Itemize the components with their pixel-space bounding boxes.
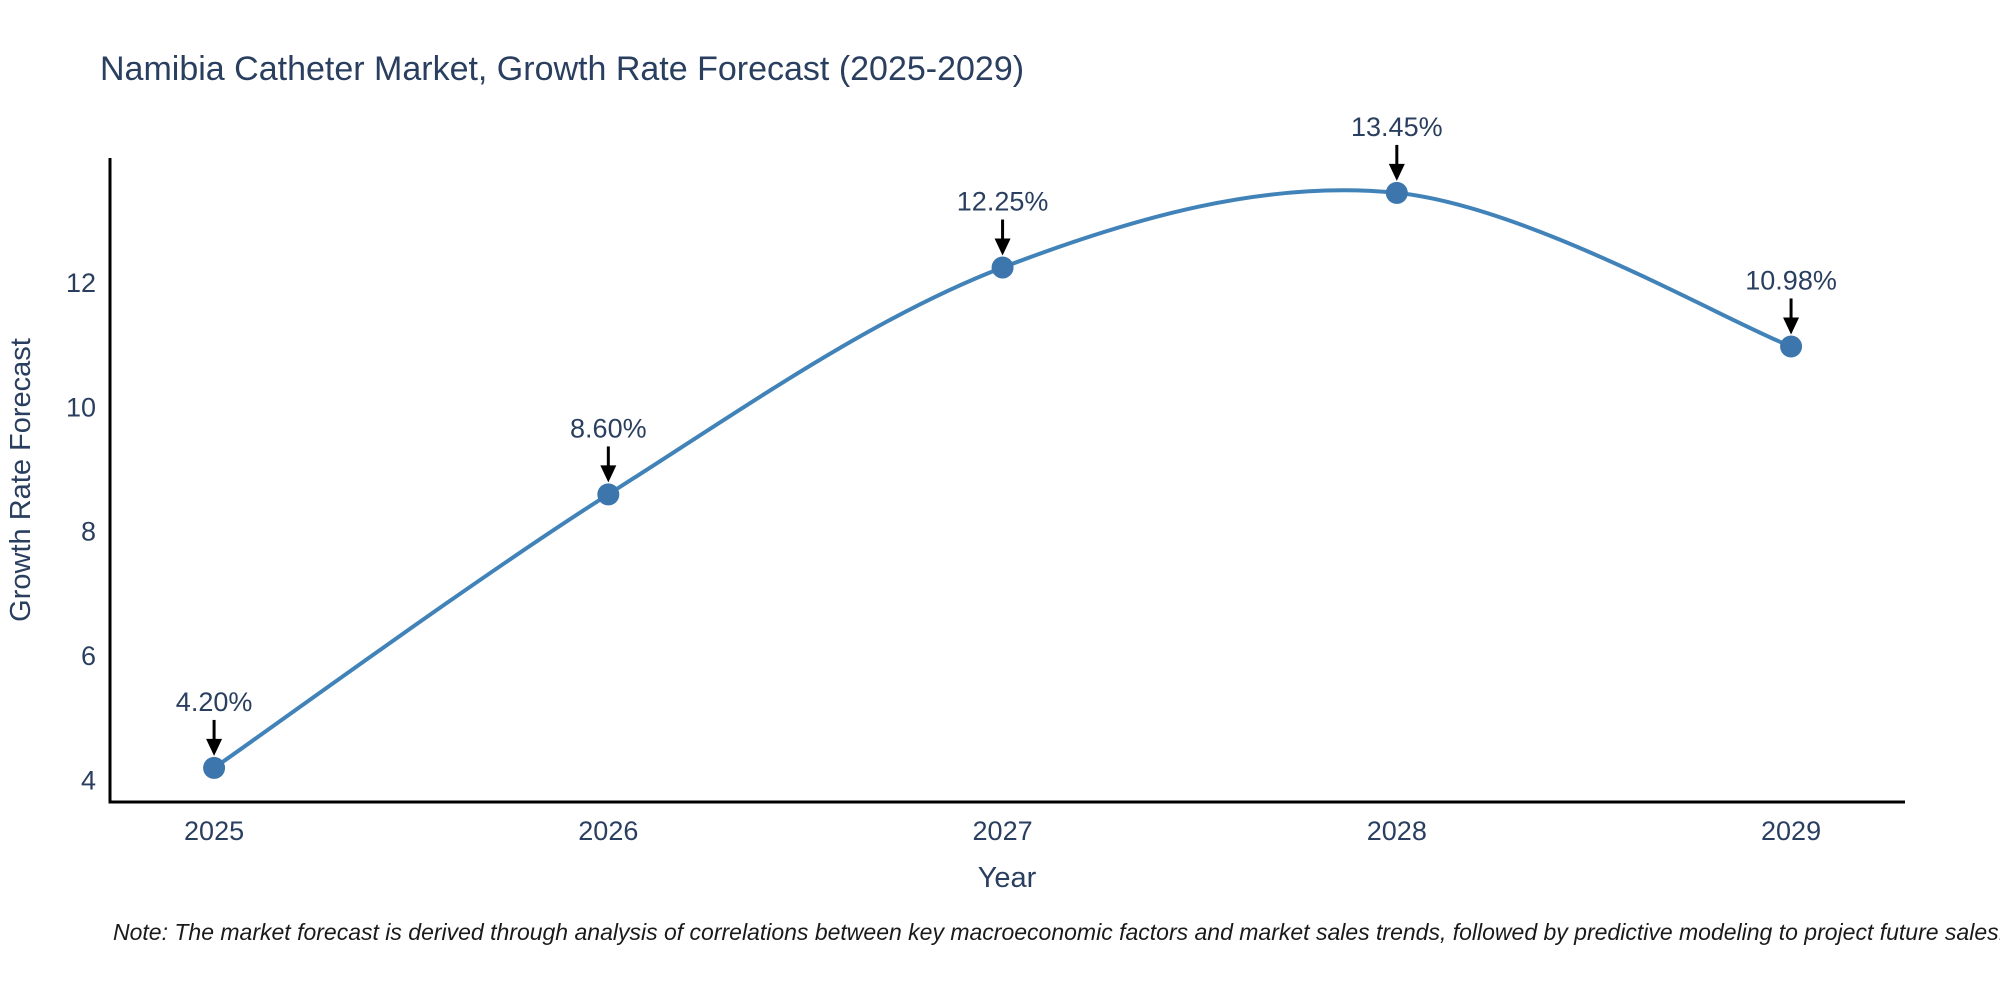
annotation-arrowhead — [1783, 317, 1800, 335]
axes — [108, 158, 1905, 804]
annotation-value-label: 8.60% — [570, 413, 647, 443]
data-point-marker — [203, 756, 226, 779]
y-tick-label: 4 — [81, 765, 96, 795]
x-tick-label: 2025 — [184, 816, 244, 846]
x-axis-tick-labels: 2025 2026 2027 2028 2029 — [184, 816, 1821, 846]
y-tick-label: 8 — [81, 517, 96, 547]
y-tick-label: 6 — [81, 641, 96, 671]
annotation-value-label: 4.20% — [176, 687, 253, 717]
point-annotations: 4.20% 8.60% 12.25% 13.45% 10.98% — [176, 112, 1837, 756]
data-point-marker — [597, 483, 620, 506]
x-tick-label: 2026 — [578, 816, 638, 846]
annotation-arrowhead — [600, 465, 617, 483]
x-tick-label: 2029 — [1761, 816, 1821, 846]
y-tick-label: 12 — [66, 268, 96, 298]
data-point-marker — [1385, 181, 1408, 204]
annotation-arrowhead — [994, 238, 1011, 256]
annotation-value-label: 10.98% — [1745, 265, 1837, 295]
annotation-value-label: 13.45% — [1351, 112, 1443, 142]
data-point-marker — [991, 256, 1014, 279]
footnote: Note: The market forecast is derived thr… — [113, 919, 2000, 945]
y-axis-title: Growth Rate Forecast — [5, 338, 37, 622]
data-point-markers — [203, 181, 1803, 779]
x-tick-label: 2028 — [1367, 816, 1427, 846]
x-axis-title: Year — [978, 862, 1037, 894]
annotation-value-label: 12.25% — [957, 187, 1049, 217]
data-point-marker — [1780, 335, 1803, 358]
annotation-arrowhead — [206, 738, 223, 756]
y-tick-label: 10 — [66, 392, 96, 422]
chart-title: Namibia Catheter Market, Growth Rate For… — [100, 50, 1024, 88]
y-axis-tick-labels: 4 6 8 10 12 — [66, 268, 96, 795]
x-tick-label: 2027 — [973, 816, 1033, 846]
annotation-arrowhead — [1388, 163, 1405, 181]
